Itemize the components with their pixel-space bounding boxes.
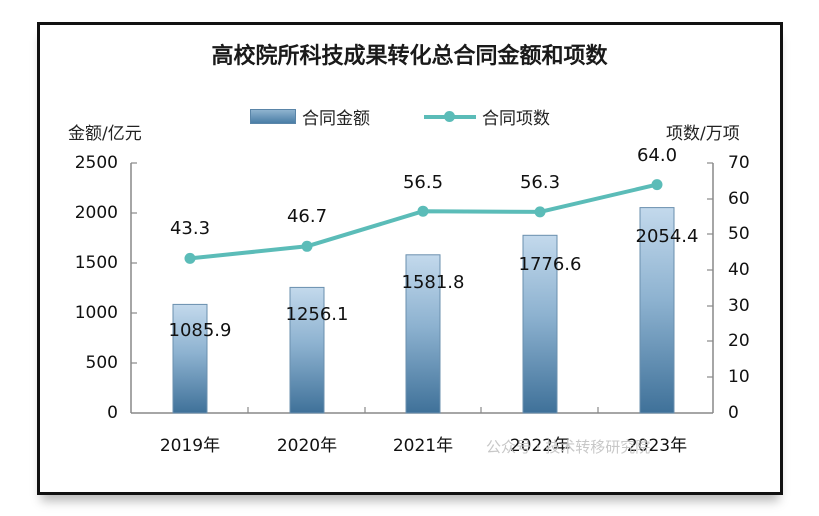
- bar-value-label: 1581.8: [401, 272, 465, 293]
- left-tick: 0: [107, 403, 118, 423]
- right-axis-label: 项数/万项: [666, 124, 740, 144]
- left-tick: 2000: [74, 203, 118, 223]
- bar: [522, 234, 558, 414]
- legend-line-label: 合同项数: [482, 109, 550, 129]
- bar: [172, 303, 208, 414]
- line-point: [651, 179, 663, 191]
- left-tick: 1000: [74, 303, 118, 323]
- left-tick: 1500: [74, 253, 118, 273]
- bar: [289, 286, 325, 414]
- right-tick: 20: [728, 331, 750, 351]
- line-point: [184, 252, 196, 264]
- legend-bar-swatch-icon: [250, 109, 296, 124]
- left-axis-label: 金额/亿元: [68, 124, 142, 144]
- right-tick: 70: [728, 153, 750, 173]
- watermark: 公众号 · 技术转移研究院: [486, 438, 651, 456]
- x-tick-label: 2022年: [509, 436, 571, 456]
- x-tick-label: 2019年: [159, 436, 221, 456]
- legend: 合同金额 合同项数: [250, 104, 550, 129]
- bar-value-label: 2054.4: [635, 226, 699, 247]
- bar-value-label: 1776.6: [518, 254, 582, 275]
- right-tick: 40: [728, 260, 750, 280]
- right-tick: 0: [728, 403, 739, 423]
- legend-line-swatch-icon: [424, 110, 476, 122]
- right-tick: 10: [728, 367, 750, 387]
- x-tick-label: 2021年: [392, 436, 454, 456]
- legend-bar-label: 合同金额: [302, 109, 370, 129]
- chart-title: 高校院所科技成果转化总合同金额和项数: [211, 44, 608, 69]
- bar-series: [172, 207, 675, 414]
- line-value-label: 43.3: [169, 218, 211, 239]
- x-tick-label: 2020年: [276, 436, 338, 456]
- line-point: [534, 206, 546, 218]
- line-point: [417, 205, 429, 217]
- line-value-label: 56.5: [402, 172, 444, 193]
- x-tick-label: 2023年: [626, 436, 688, 456]
- bar-value-label: 1085.9: [168, 320, 232, 341]
- right-tick: 50: [728, 224, 750, 244]
- line-point: [301, 240, 313, 252]
- left-tick: 2500: [74, 153, 118, 173]
- right-tick: 60: [728, 189, 750, 209]
- bar: [639, 207, 675, 414]
- bar-value-label: 1256.1: [285, 304, 349, 325]
- left-tick: 500: [85, 353, 118, 373]
- bar: [405, 254, 441, 414]
- right-tick: 30: [728, 296, 750, 316]
- line-value-label: 64.0: [636, 145, 678, 166]
- line-value-label: 46.7: [286, 206, 328, 227]
- line-value-label: 56.3: [519, 172, 561, 193]
